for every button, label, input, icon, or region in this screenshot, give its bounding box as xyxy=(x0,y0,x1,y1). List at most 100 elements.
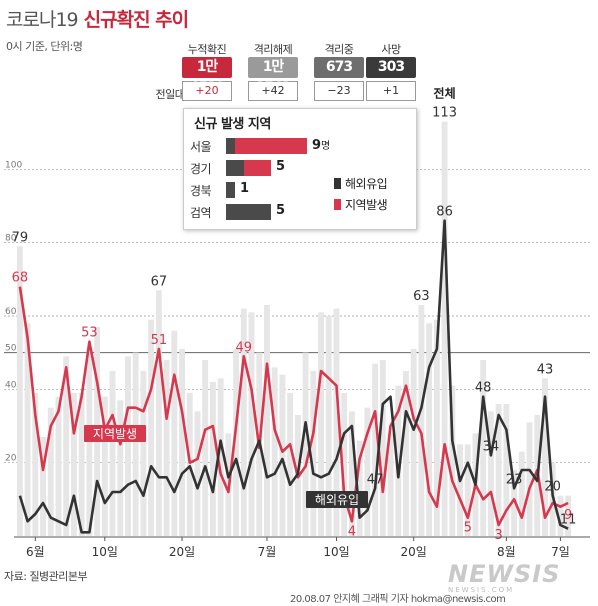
source-note: 자료: 질병관리본부 xyxy=(4,570,88,583)
bar xyxy=(86,349,93,536)
bar xyxy=(109,371,116,536)
region-name: 서울 xyxy=(190,140,212,154)
stat-delta: +1 xyxy=(366,81,416,101)
data-label: 43 xyxy=(537,362,554,377)
chart-title: 코로나19 신규확진 추이 xyxy=(6,5,189,32)
x-tick-label: 6월 xyxy=(26,545,45,559)
total-bars xyxy=(16,121,572,537)
bar xyxy=(480,360,487,536)
bar xyxy=(16,246,23,537)
data-label: 20 xyxy=(544,480,561,495)
region-total: 1 xyxy=(240,181,250,196)
stat-cumulative: 누적확진 1만4519 +20 xyxy=(182,42,232,101)
stat-value: 1만4519 xyxy=(182,57,232,96)
data-label: 47 xyxy=(367,472,384,487)
data-label: 113 xyxy=(432,106,457,121)
bar xyxy=(264,305,270,536)
bar xyxy=(47,407,54,536)
bar xyxy=(248,312,255,536)
bar xyxy=(233,349,240,536)
bar xyxy=(387,433,394,536)
data-label: 9 xyxy=(564,508,572,523)
x-tick-label: 8월 xyxy=(497,545,516,559)
bar xyxy=(186,393,193,536)
bar xyxy=(117,400,124,536)
stat-deaths: 사망 303 +1 xyxy=(366,42,416,101)
bar xyxy=(364,407,371,536)
region-bar-overseas xyxy=(226,204,271,220)
series-tag: 해외유입 xyxy=(315,493,359,507)
y-tick-label: 60 xyxy=(5,307,17,317)
region-panel: 신규 발생 지역 서울 9명 경기 5 경북 1 검역 5 해외유입 지역발생 xyxy=(183,108,417,230)
chart-subtitle: 0시 기준, 단위:명 xyxy=(6,40,83,53)
data-label: 23 xyxy=(506,472,523,487)
total-tag: 전체 xyxy=(434,86,456,101)
bar xyxy=(63,356,70,536)
x-tick-label: 7월 xyxy=(258,545,277,559)
legend-overseas: 해외유입 xyxy=(334,175,388,192)
bar xyxy=(325,316,332,536)
data-label: 63 xyxy=(413,289,430,304)
series-tag-bg xyxy=(306,491,368,508)
bar xyxy=(271,367,278,536)
series-lines xyxy=(18,219,569,534)
region-bar-local xyxy=(244,160,271,176)
bar xyxy=(426,323,433,536)
bar xyxy=(487,411,494,536)
x-axis: 6월 10일 20일 7월 10일 20일 8월 7일 xyxy=(14,536,590,559)
data-label: 3 xyxy=(494,528,502,543)
data-label: 68 xyxy=(12,271,29,286)
region-bar-overseas xyxy=(226,182,235,198)
bar xyxy=(132,352,139,536)
bar xyxy=(140,371,147,536)
bar xyxy=(148,319,155,536)
newsis-logo: NEWSIS xyxy=(448,560,561,588)
bar xyxy=(418,305,425,536)
title-prefix: 코로나19 xyxy=(6,9,79,31)
data-label: 11 xyxy=(560,513,577,528)
bar xyxy=(40,437,46,536)
region-total: 5 xyxy=(276,159,286,174)
x-tick-label: 7일 xyxy=(551,545,570,559)
bar xyxy=(287,393,294,536)
bar xyxy=(379,360,386,536)
data-label: 48 xyxy=(475,381,492,396)
bar xyxy=(302,352,309,536)
bar xyxy=(542,378,548,536)
y-tick-label: 20 xyxy=(5,454,17,464)
bar xyxy=(55,396,62,536)
data-label: 49 xyxy=(236,340,253,355)
bar xyxy=(240,308,247,536)
region-name: 경기 xyxy=(190,162,212,176)
bar xyxy=(341,393,348,536)
bar xyxy=(32,393,39,536)
data-label: 5 xyxy=(464,521,472,536)
bar xyxy=(356,440,363,536)
bar xyxy=(441,121,448,537)
bar xyxy=(101,396,108,536)
bar xyxy=(395,385,402,536)
region-name: 검역 xyxy=(190,206,212,220)
region-bar-local xyxy=(235,138,307,154)
series-line-지역발생 xyxy=(18,286,569,527)
data-label: 86 xyxy=(436,205,453,220)
bar xyxy=(511,470,518,536)
x-tick-label: 20일 xyxy=(169,545,195,559)
region-bar-overseas xyxy=(226,138,235,154)
stat-delta: −23 xyxy=(314,81,364,101)
bar xyxy=(333,308,340,536)
bar xyxy=(457,444,463,536)
legend-swatch-overseas xyxy=(334,178,341,189)
bar xyxy=(171,330,178,536)
bar xyxy=(518,451,525,536)
bar xyxy=(318,312,324,536)
bar xyxy=(449,385,456,536)
bar xyxy=(194,411,201,536)
legend-local: 지역발생 xyxy=(334,196,388,213)
stat-isolated: 격리중 673 −23 xyxy=(314,42,364,101)
data-label: 34 xyxy=(483,439,500,454)
stat-label: 누적확진 xyxy=(187,43,227,56)
legend-swatch-local xyxy=(334,199,341,210)
